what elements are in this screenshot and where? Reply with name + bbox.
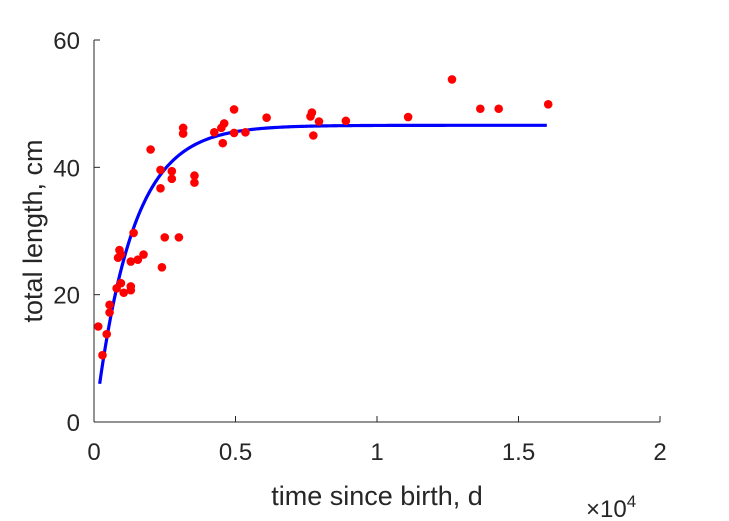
data-point [218, 138, 228, 148]
x-axis-exponent-power: 4 [627, 492, 636, 511]
data-point [229, 128, 239, 138]
data-point [314, 117, 324, 126]
data-point [156, 165, 165, 175]
data-point [219, 119, 229, 128]
fit-curve [98, 123, 547, 385]
x-tick-label: 0 [87, 439, 100, 466]
data-point [129, 228, 138, 238]
data-point [157, 262, 167, 272]
data-point [146, 145, 155, 154]
data-point [126, 257, 136, 266]
data-point [341, 116, 351, 126]
data-point [156, 184, 165, 193]
data-point [476, 104, 485, 114]
y-tick-label: 60 [53, 28, 80, 55]
data-point [102, 329, 112, 339]
data-point [190, 171, 199, 180]
x-axis-exponent: ×104 [586, 492, 636, 521]
data-point [241, 128, 250, 137]
data-point [139, 250, 148, 259]
data-point [105, 308, 114, 317]
data-point [309, 131, 318, 140]
data-point [167, 166, 177, 176]
data-point [98, 350, 107, 360]
data-point [93, 322, 103, 331]
data-point [105, 300, 114, 310]
data-point [209, 128, 219, 137]
data-point [543, 100, 553, 109]
y-tick-label: 0 [67, 410, 80, 437]
data-point [133, 255, 143, 264]
data-point [126, 285, 136, 295]
data-point [190, 178, 199, 187]
y-axis-title: total length, cm [18, 139, 48, 322]
data-point [447, 75, 457, 84]
data-point [167, 174, 177, 184]
x-axis-exponent-base: ×10 [586, 496, 627, 521]
x-tick-label: 1 [370, 439, 383, 466]
data-point [262, 113, 271, 122]
data-point [307, 108, 317, 117]
x-tick-label: 2 [653, 439, 666, 466]
data-point [116, 250, 126, 259]
data-point [178, 123, 188, 133]
x-axis-title: time since birth, d [271, 481, 483, 511]
x-tick-label: 0.5 [219, 439, 252, 466]
y-tick-label: 40 [53, 155, 80, 182]
data-point [174, 233, 184, 242]
data-point [494, 104, 503, 114]
x-tick-label: 1.5 [502, 439, 535, 466]
data-point [229, 105, 239, 114]
y-tick-label: 20 [53, 283, 80, 310]
data-point [116, 278, 126, 288]
data-point [403, 112, 413, 122]
data-point [119, 288, 129, 298]
data-point [160, 233, 170, 242]
plot-area [93, 75, 553, 385]
